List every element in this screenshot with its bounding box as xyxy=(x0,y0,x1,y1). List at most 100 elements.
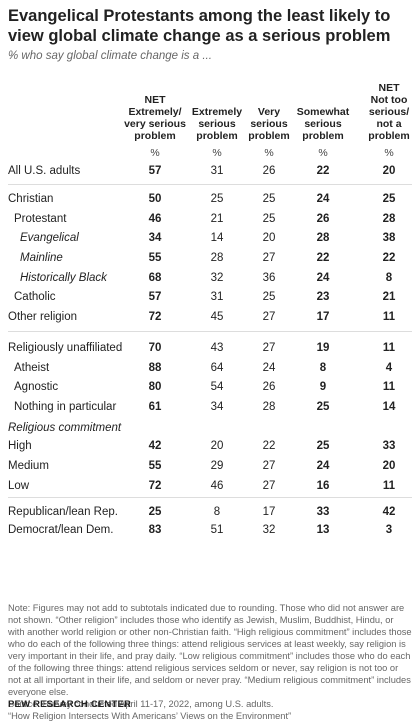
table-cell: 42 xyxy=(382,506,396,518)
table-cell: 22 xyxy=(262,440,276,452)
row-label: Democrat/lean Dem. xyxy=(8,524,114,536)
table-cell: 45 xyxy=(210,311,224,323)
table-cell: 55 xyxy=(148,460,162,472)
table-cell: 28 xyxy=(210,252,224,264)
column-header-line: not a xyxy=(376,118,402,130)
table-cell: 83 xyxy=(148,524,162,536)
column-header-line: Very xyxy=(257,106,281,118)
table-cell: 34 xyxy=(210,401,224,413)
table-cell: 21 xyxy=(210,213,224,225)
chart-title: Evangelical Protestants among the least … xyxy=(8,7,391,45)
table-cell: 34 xyxy=(148,232,162,244)
column-header-1: NET Extremely/very serious problem xyxy=(120,94,190,142)
table-cell: 70 xyxy=(148,342,162,354)
table-cell: 31 xyxy=(210,291,224,303)
table-cell: 68 xyxy=(148,272,162,284)
column-header-line: serious xyxy=(198,118,236,130)
table-cell: 27 xyxy=(262,480,276,492)
table-cell: 36 xyxy=(262,272,276,284)
column-header-line: Extremely/ xyxy=(128,106,182,118)
table-cell: 57 xyxy=(148,165,162,177)
table-cell: 31 xyxy=(210,165,224,177)
column-header-4: Somewhat serious problem xyxy=(294,106,352,142)
table-cell: 32 xyxy=(210,272,224,284)
table-cell: 28 xyxy=(316,232,330,244)
table-cell: 64 xyxy=(210,362,224,374)
table-cell: 72 xyxy=(148,480,162,492)
row-divider xyxy=(8,331,412,332)
table-cell: 14 xyxy=(382,401,396,413)
table-cell: 28 xyxy=(262,401,276,413)
column-header-line: NET xyxy=(144,94,166,106)
column-header-line: problem xyxy=(368,130,410,142)
column-header-line: Somewhat xyxy=(296,106,350,118)
column-header-2: Extremely serious problem xyxy=(189,106,245,142)
table-cell: 25 xyxy=(148,506,162,518)
table-cell: 9 xyxy=(319,381,327,393)
table-cell: 24 xyxy=(262,362,276,374)
table-cell: 25 xyxy=(316,440,330,452)
table-cell: 22 xyxy=(316,252,330,264)
row-label: Evangelical xyxy=(20,232,79,244)
table-cell: 29 xyxy=(210,460,224,472)
table-cell: 72 xyxy=(148,311,162,323)
table-cell: 3 xyxy=(385,524,393,536)
table-cell: 26 xyxy=(262,165,276,177)
row-label: Protestant xyxy=(14,213,67,225)
table-cell: 13 xyxy=(316,524,330,536)
table-cell: 8 xyxy=(213,506,221,518)
row-label: Mainline xyxy=(20,252,63,264)
table-cell: 20 xyxy=(382,165,396,177)
row-label: Agnostic xyxy=(14,381,59,393)
table-cell: 11 xyxy=(382,480,396,492)
table-cell: 33 xyxy=(316,506,330,518)
table-cell: 21 xyxy=(382,291,396,303)
table-cell: 27 xyxy=(262,252,276,264)
notes: Note: Figures may not add to subtotals i… xyxy=(8,602,412,722)
table-cell: 51 xyxy=(210,524,224,536)
column-header-line: serious xyxy=(250,118,288,130)
table-cell: 27 xyxy=(262,342,276,354)
table-cell: 17 xyxy=(262,506,276,518)
table-cell: 25 xyxy=(210,193,224,205)
table-cell: 28 xyxy=(382,213,396,225)
row-label: High xyxy=(8,440,32,452)
percent-symbol: % xyxy=(150,147,160,159)
column-header-line: Not too xyxy=(370,94,408,106)
row-label: Catholic xyxy=(14,291,56,303)
table-cell: 88 xyxy=(148,362,162,374)
percent-symbol: % xyxy=(264,147,274,159)
table-cell: 42 xyxy=(148,440,162,452)
row-label: Medium xyxy=(8,460,49,472)
row-divider xyxy=(8,184,412,185)
table-cell: 8 xyxy=(385,272,393,284)
table-cell: 22 xyxy=(316,165,330,177)
table-cell: 25 xyxy=(316,401,330,413)
table-cell: 61 xyxy=(148,401,162,413)
table-cell: 11 xyxy=(382,311,396,323)
column-header-line: NET xyxy=(378,82,400,94)
table-cell: 11 xyxy=(382,342,396,354)
table-cell: 54 xyxy=(210,381,224,393)
column-header-line: Extremely xyxy=(191,106,243,118)
column-header-line: serious xyxy=(304,118,342,130)
column-header-line: very serious xyxy=(124,118,186,130)
row-label: Christian xyxy=(8,193,54,205)
table-cell: 14 xyxy=(210,232,224,244)
table-cell: 43 xyxy=(210,342,224,354)
table-cell: 24 xyxy=(316,460,330,472)
table-cell: 11 xyxy=(382,381,396,393)
row-label: Religiously unaffiliated xyxy=(8,342,123,354)
column-header-line: problem xyxy=(302,130,344,142)
table-cell: 25 xyxy=(262,193,276,205)
table-cell: 24 xyxy=(316,272,330,284)
table-cell: 23 xyxy=(316,291,330,303)
table-cell: 16 xyxy=(316,480,330,492)
percent-symbol: % xyxy=(212,147,222,159)
table-cell: 22 xyxy=(382,252,396,264)
table-cell: 20 xyxy=(262,232,276,244)
table-cell: 19 xyxy=(316,342,330,354)
section-heading: Religious commitment xyxy=(8,422,122,434)
table-cell: 27 xyxy=(262,460,276,472)
column-header-3: Very serious problem xyxy=(246,106,292,142)
